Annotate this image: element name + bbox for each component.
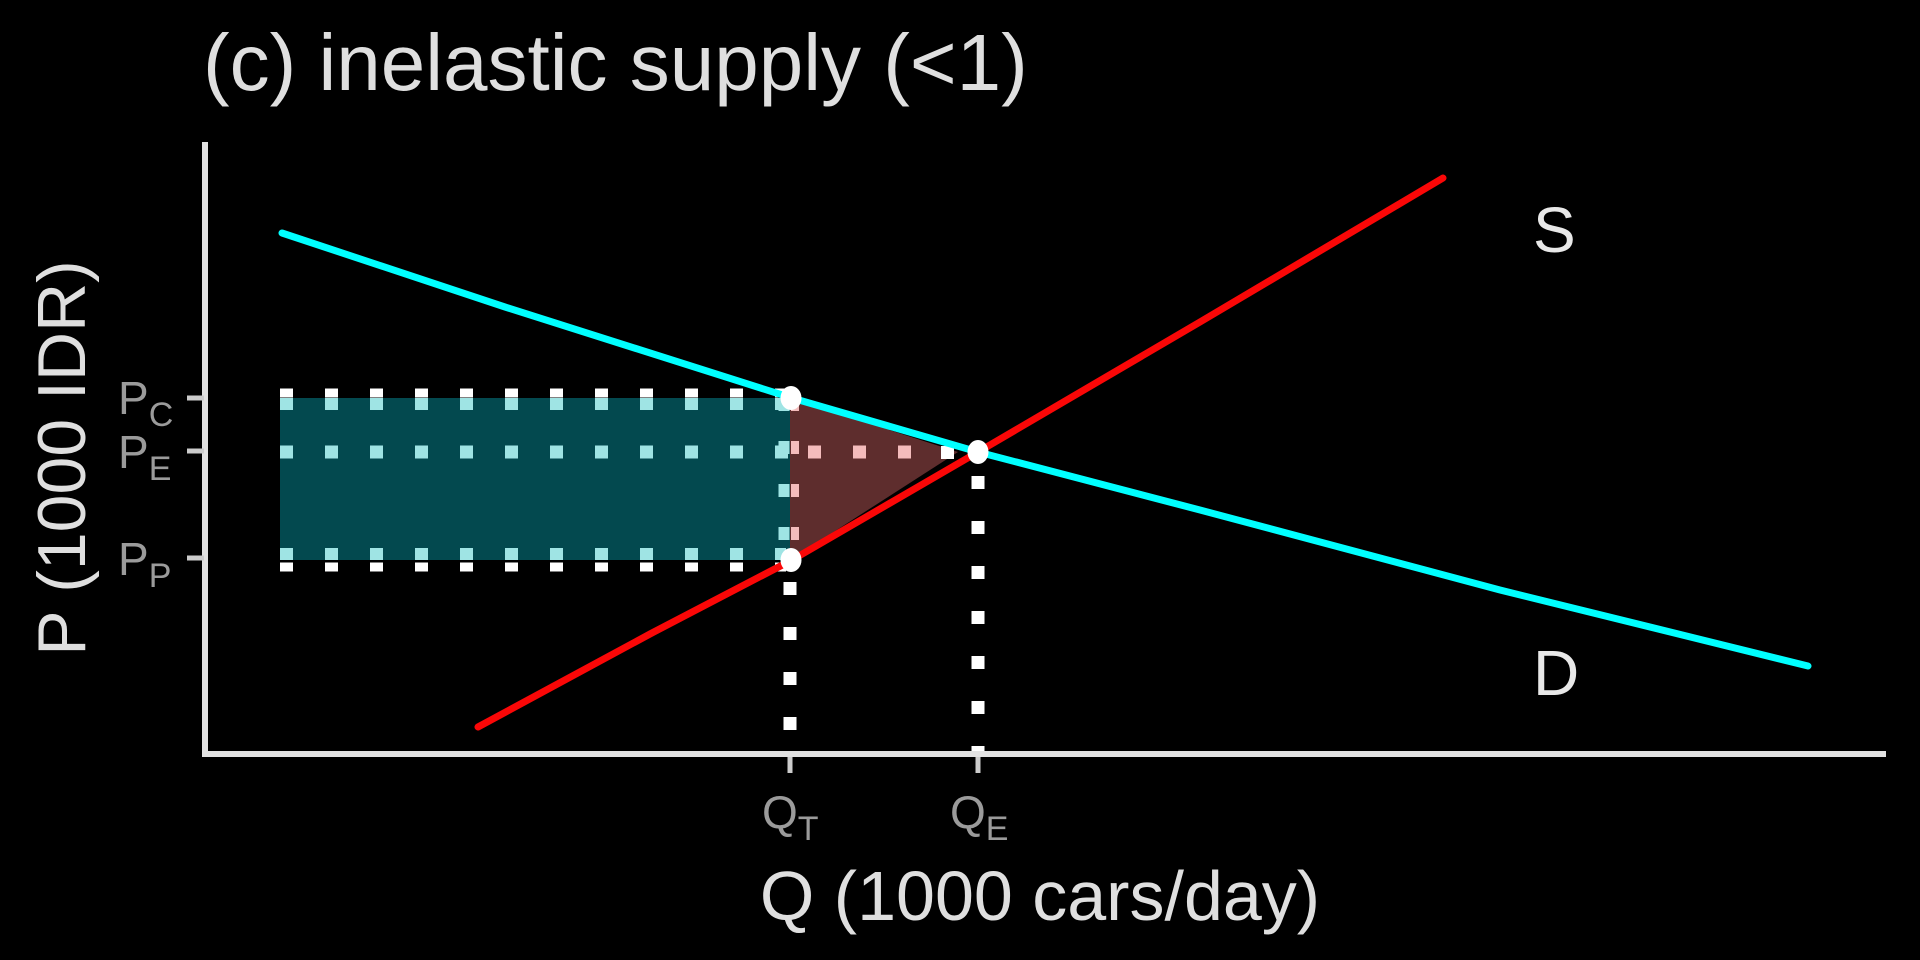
producer-price-point — [780, 548, 802, 572]
x-tick-label-qe-main: Q — [950, 786, 986, 838]
y-tick-label-pe-main: P — [118, 426, 149, 478]
y-axis-label: P (1000 IDR) — [24, 260, 100, 656]
x-tick-label-qt-main: Q — [762, 786, 798, 838]
y-tick-label-pp-main: P — [118, 533, 149, 585]
supply-curve — [474, 174, 1447, 731]
supply-curve-label: S — [1533, 194, 1576, 266]
x-tick-label-qt-sub: T — [798, 810, 819, 848]
equilibrium-point — [967, 440, 989, 464]
x-tick-label-qt: QT — [762, 786, 819, 848]
chart-title: (c) inelastic supply (<1) — [203, 18, 1028, 107]
y-tick-label-pc: PC — [118, 372, 173, 434]
y-tick-label-pe: PE — [118, 426, 171, 488]
pe-dotted-line-white-dash — [941, 446, 954, 459]
demand-curve-label: D — [1533, 637, 1579, 709]
consumer-price-point — [780, 386, 802, 410]
y-tick-label-pe-sub: E — [149, 450, 172, 488]
tax-revenue-region — [280, 398, 790, 560]
y-tick-label-pp: PP — [118, 533, 171, 595]
x-tick-label-qe-sub: E — [986, 810, 1009, 848]
y-tick-label-pc-main: P — [118, 372, 149, 424]
x-tick-label-qe: QE — [950, 786, 1008, 848]
y-tick-label-pc-sub: C — [149, 396, 174, 434]
deadweight-loss-region — [790, 398, 958, 560]
y-tick-label-pp-sub: P — [149, 557, 172, 595]
x-axis-label: Q (1000 cars/day) — [760, 857, 1320, 935]
